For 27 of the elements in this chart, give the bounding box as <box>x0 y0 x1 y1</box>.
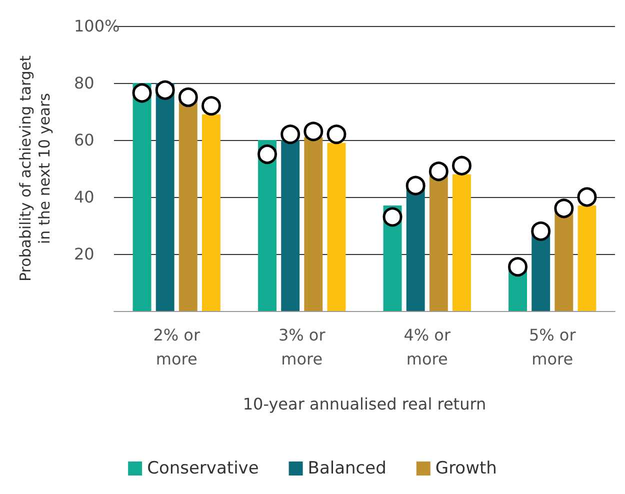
x-tick-label: 4% or more <box>404 326 451 368</box>
x-tick-label: 2% or more <box>153 326 200 368</box>
legend-label: Conservative <box>147 458 259 478</box>
x-axis-title: 10-year annualised real return <box>242 394 486 414</box>
y-tick-label: 40 <box>74 188 94 206</box>
x-tick-label: 3% or more <box>278 326 326 368</box>
bar <box>532 234 550 311</box>
legend-label: Growth <box>435 458 497 478</box>
y-tick-label: 60 <box>74 130 94 150</box>
bar <box>554 211 574 311</box>
bar <box>281 140 300 311</box>
y-tick-label: 20 <box>74 244 94 264</box>
y-axis-title: Probability of achieving target in the next 10 years <box>16 55 54 282</box>
bar <box>202 114 220 311</box>
legend-label: Balanced <box>308 458 386 478</box>
y-tick-label: 100% <box>74 16 120 36</box>
bar <box>429 174 448 311</box>
bar <box>178 100 198 311</box>
y-tick-label: 80 <box>74 74 94 92</box>
bar <box>132 83 152 311</box>
x-tick-label: 5% or more <box>528 326 576 368</box>
bar <box>452 174 471 311</box>
bar <box>258 140 276 311</box>
bar <box>156 83 174 311</box>
bar <box>327 142 346 311</box>
bar <box>578 206 596 311</box>
bar <box>304 137 323 311</box>
